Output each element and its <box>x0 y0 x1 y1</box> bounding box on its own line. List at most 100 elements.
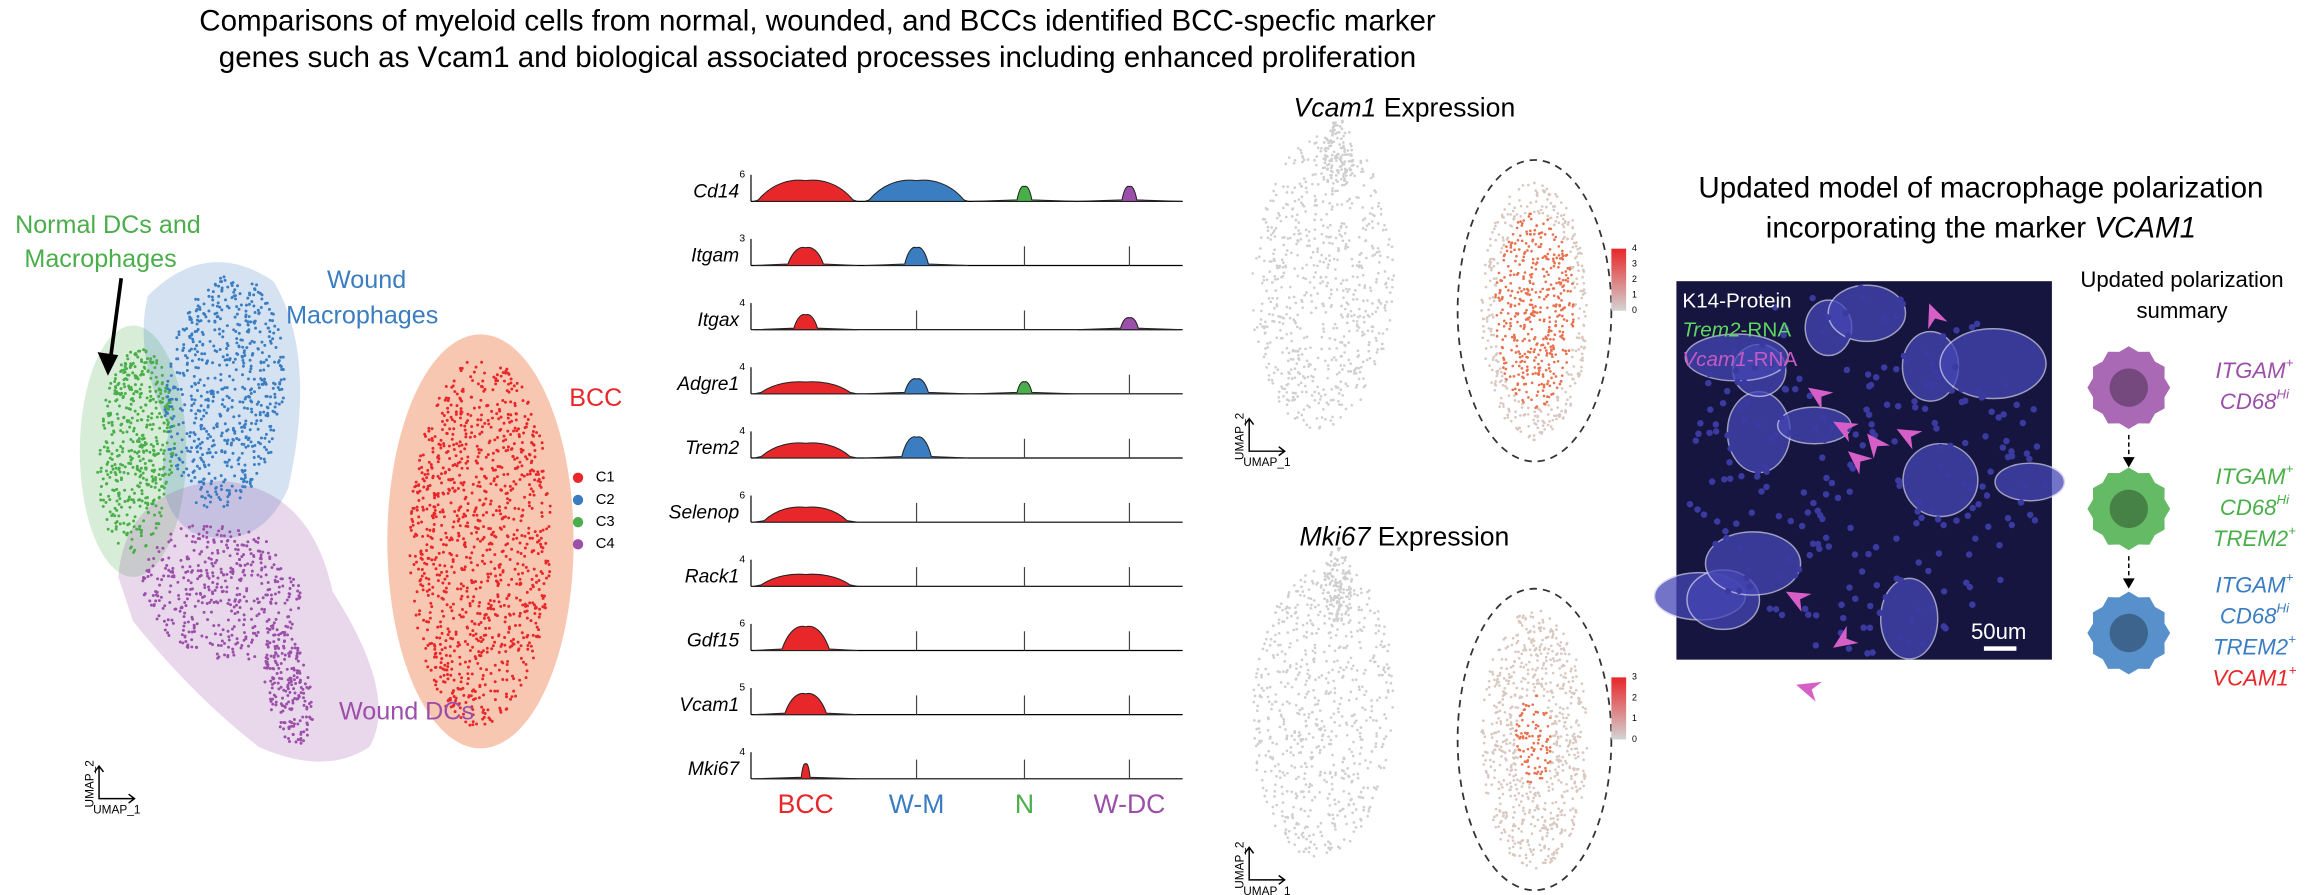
cell-dot <box>1284 264 1287 268</box>
cell-dot <box>244 419 248 423</box>
cell-dot <box>494 574 498 578</box>
cell-dot <box>1539 410 1543 413</box>
cell-dot <box>1332 660 1336 663</box>
cell-dot <box>1371 796 1374 800</box>
cell-dot <box>1522 288 1526 291</box>
cell-dot <box>466 595 470 599</box>
cell-dot <box>1577 348 1581 351</box>
cell-dot <box>110 433 114 437</box>
cell-dot <box>1554 324 1557 328</box>
cell-dot <box>130 396 134 400</box>
cell-dot <box>223 460 227 464</box>
cell-dot <box>502 473 506 477</box>
cell-dot <box>244 635 248 639</box>
cell-dot <box>1325 154 1328 158</box>
cell-dot <box>510 577 514 581</box>
cell-dot <box>296 659 300 663</box>
title-suffix: Expression <box>1376 93 1515 123</box>
gene-name: Vcam1 <box>1294 93 1377 123</box>
cell-dot <box>104 469 108 473</box>
cell-dot <box>269 679 273 683</box>
cell-dot <box>205 602 209 606</box>
cell-dot <box>246 377 250 381</box>
cell-dot <box>472 406 476 410</box>
cell-dot <box>277 402 281 406</box>
cell-dot <box>1384 717 1388 720</box>
cell-dot <box>1347 130 1351 134</box>
cell-dot <box>1314 173 1317 176</box>
cell-dot <box>497 407 501 411</box>
cell-dot <box>259 377 263 381</box>
cell-dot <box>425 527 429 531</box>
cell-dot <box>1293 367 1297 371</box>
cell-dot <box>237 618 241 622</box>
cell-dot <box>250 617 254 621</box>
cell-dot <box>241 470 245 474</box>
cell-dot <box>1527 215 1531 218</box>
cell-dot <box>1552 304 1555 307</box>
cell-dot <box>194 592 198 596</box>
cell-dot <box>417 499 421 502</box>
cell-dot <box>106 460 110 464</box>
cell-dot <box>1560 299 1563 302</box>
cell-dot <box>426 487 430 491</box>
cell-dot <box>138 392 142 396</box>
cell-dot <box>1509 324 1513 328</box>
cell-dot <box>1329 288 1333 292</box>
cell-dot <box>537 477 541 481</box>
cell-dot <box>454 632 458 636</box>
cell-dot <box>279 355 283 359</box>
cell-dot <box>1581 289 1585 293</box>
cell-dot <box>475 444 479 448</box>
cell-dot <box>1336 168 1340 172</box>
cell-dot <box>1364 309 1367 313</box>
cell-dot <box>145 396 149 400</box>
cell-dot <box>1319 770 1322 774</box>
cell-dot <box>1490 368 1494 372</box>
cell-dot <box>1491 358 1495 362</box>
cell-dot <box>504 492 508 496</box>
cell-dot <box>459 597 463 601</box>
cell-dot <box>137 450 141 454</box>
cell-dot <box>421 534 425 538</box>
cell-dot <box>247 302 251 306</box>
cluster-label: Macrophages <box>24 245 176 273</box>
cell-dot <box>262 410 266 414</box>
cell-dot <box>1537 383 1541 387</box>
cell-dot <box>1510 348 1513 352</box>
cell-dot <box>1391 258 1394 262</box>
cell-dot <box>444 639 448 643</box>
cell-dot <box>540 514 544 518</box>
cell-dot <box>293 646 297 650</box>
cell-dot <box>218 317 222 321</box>
cell-dot <box>452 448 456 452</box>
cell-dot <box>190 570 193 574</box>
cell-dot <box>435 687 439 691</box>
cell-dot <box>233 294 237 298</box>
cell-dot <box>185 432 189 436</box>
cell-dot <box>233 315 237 319</box>
cell-dot <box>446 673 450 676</box>
cell-dot <box>417 567 421 571</box>
cell-dot <box>1264 637 1268 641</box>
cell-dot <box>217 294 221 298</box>
cell-dot <box>1316 825 1320 828</box>
cell-dot <box>1285 305 1289 309</box>
cell-dot <box>476 661 480 665</box>
cell-dot <box>287 737 291 741</box>
cell-dot <box>410 517 414 521</box>
cell-dot <box>1579 289 1583 293</box>
cell-dot <box>474 475 478 479</box>
cell-dot <box>113 377 117 381</box>
cell-dot <box>447 630 451 634</box>
cell-dot <box>211 290 215 294</box>
cell-dot <box>431 446 435 450</box>
cell-dot <box>476 423 480 427</box>
cell-dot <box>425 628 429 632</box>
cell-dot <box>265 593 269 597</box>
cell-dot <box>545 491 549 495</box>
cell-dot <box>125 419 129 423</box>
group-label: W-M <box>889 789 945 819</box>
cell-dot <box>211 571 215 575</box>
cell-dot <box>154 406 158 410</box>
